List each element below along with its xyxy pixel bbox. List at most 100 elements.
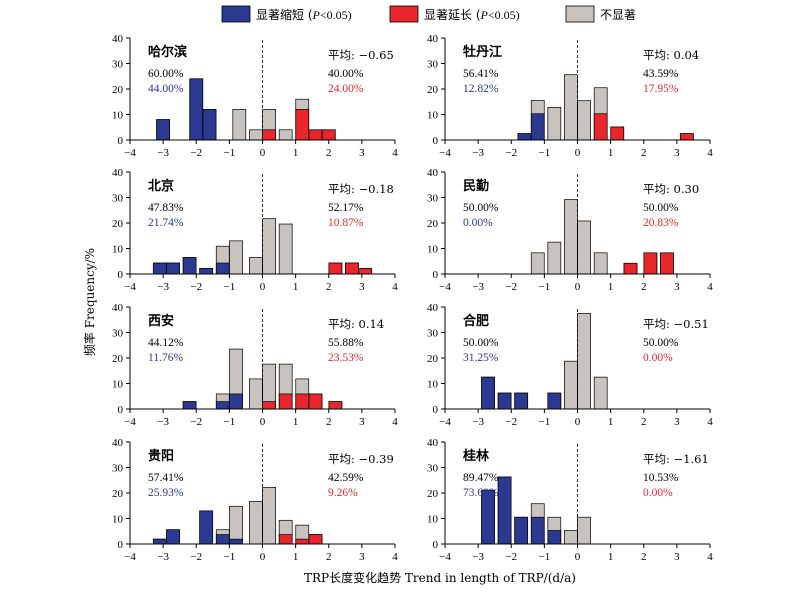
bar-significant-extend bbox=[278, 393, 293, 410]
bar-total bbox=[262, 487, 276, 545]
x-tick-label: 1 bbox=[293, 551, 299, 563]
y-tick-label: 10 bbox=[112, 379, 124, 391]
bar-total bbox=[229, 240, 243, 275]
bar-significant-shorten bbox=[182, 401, 197, 410]
bar-significant-shorten bbox=[530, 113, 545, 141]
bar-significant-extend bbox=[328, 262, 343, 275]
bar-total bbox=[249, 129, 263, 141]
x-tick-label: 4 bbox=[707, 416, 713, 428]
x-tick-label: −4 bbox=[124, 147, 136, 159]
x-tick-label: 4 bbox=[707, 147, 713, 159]
x-tick-label: 0 bbox=[260, 416, 266, 428]
bar-significant-shorten bbox=[215, 262, 230, 275]
y-tick-label: 10 bbox=[112, 514, 124, 526]
x-tick-label: −4 bbox=[124, 551, 136, 563]
x-tick-label: −1 bbox=[539, 551, 551, 563]
bar-significant-extend bbox=[623, 262, 638, 275]
y-tick-label: 10 bbox=[427, 514, 439, 526]
station-name: 牡丹江 bbox=[463, 44, 502, 60]
x-tick-label: 0 bbox=[575, 281, 581, 293]
bar-significant-extend bbox=[295, 538, 310, 545]
bar-significant-shorten bbox=[547, 530, 562, 545]
y-tick-label: 0 bbox=[118, 539, 124, 551]
average-label: 平均: −0.65 bbox=[328, 48, 394, 62]
y-tick-label: 10 bbox=[427, 379, 439, 391]
right-total-percent: 55.88% bbox=[328, 337, 364, 349]
y-tick-label: 40 bbox=[427, 33, 439, 45]
right-total-percent: 10.53% bbox=[643, 472, 679, 484]
bar-total bbox=[564, 199, 578, 275]
bar-significant-shorten bbox=[229, 538, 243, 545]
y-tick-label: 30 bbox=[112, 463, 124, 475]
bar-significant-extend bbox=[262, 401, 276, 410]
x-tick-label: −2 bbox=[190, 147, 202, 159]
x-tick-label: 4 bbox=[392, 281, 398, 293]
y-tick-label: 0 bbox=[433, 135, 439, 147]
x-tick-label: −3 bbox=[157, 551, 169, 563]
y-tick-label: 30 bbox=[427, 463, 439, 475]
x-tick-label: −1 bbox=[539, 147, 551, 159]
y-tick-label: 0 bbox=[118, 135, 124, 147]
x-tick-label: 4 bbox=[392, 147, 398, 159]
x-tick-label: −3 bbox=[472, 281, 484, 293]
x-tick-label: −1 bbox=[224, 551, 236, 563]
bar-significant-shorten bbox=[182, 257, 197, 275]
x-tick-label: 1 bbox=[293, 281, 299, 293]
legend-item-extend: 显著延长 (P<0.05) bbox=[389, 5, 520, 23]
x-tick-label: 0 bbox=[575, 416, 581, 428]
bar-significant-shorten bbox=[199, 510, 214, 545]
bar-total bbox=[278, 223, 293, 275]
x-tick-label: −4 bbox=[439, 551, 451, 563]
bar-total bbox=[577, 516, 591, 545]
panel-3: 0 10 20 30 40 −4 −3 −2 −1 0 1 2 3 4 北京 平均: −0.18 47.83% 2… bbox=[112, 167, 398, 293]
right-total-percent: 50.00% bbox=[643, 337, 679, 349]
station-name: 桂林 bbox=[462, 448, 489, 464]
x-tick-label: 2 bbox=[326, 416, 332, 428]
panel-2: 0 10 20 30 40 −4 −3 −2 −1 0 1 2 3 4 牡丹江 平均: 0.04 56.41% 1… bbox=[427, 33, 713, 159]
bar-total bbox=[262, 218, 276, 275]
left-total-percent: 50.00% bbox=[463, 202, 499, 214]
y-tick-label: 20 bbox=[112, 218, 124, 230]
y-tick-label: 30 bbox=[427, 328, 439, 340]
x-tick-label: 4 bbox=[392, 551, 398, 563]
station-name: 贵阳 bbox=[148, 448, 174, 464]
bar-significant-extend bbox=[308, 129, 323, 141]
x-tick-label: −3 bbox=[157, 416, 169, 428]
x-tick-label: −1 bbox=[224, 281, 236, 293]
bar-significant-shorten bbox=[514, 516, 529, 545]
x-tick-label: 4 bbox=[707, 551, 713, 563]
bar-total bbox=[249, 501, 263, 545]
average-label: 平均: −0.18 bbox=[328, 182, 394, 196]
left-significant-percent: 44.00% bbox=[148, 83, 184, 95]
y-axis-title: 频率 Frequency/% bbox=[82, 248, 97, 356]
bar-significant-extend bbox=[278, 534, 293, 545]
x-tick-label: 3 bbox=[359, 147, 365, 159]
x-tick-label: 1 bbox=[608, 551, 614, 563]
station-name: 西安 bbox=[148, 313, 174, 329]
x-tick-label: −1 bbox=[224, 416, 236, 428]
bar-significant-extend bbox=[610, 126, 625, 141]
y-tick-label: 30 bbox=[112, 59, 124, 71]
x-tick-label: 2 bbox=[641, 551, 647, 563]
y-tick-label: 20 bbox=[427, 84, 439, 96]
x-tick-label: −4 bbox=[124, 281, 136, 293]
x-tick-label: 2 bbox=[326, 551, 332, 563]
y-tick-label: 0 bbox=[433, 269, 439, 281]
left-total-percent: 56.41% bbox=[463, 68, 499, 80]
y-tick-label: 0 bbox=[433, 539, 439, 551]
bar-significant-shorten bbox=[547, 392, 562, 410]
x-tick-label: −4 bbox=[439, 147, 451, 159]
bar-total bbox=[278, 129, 293, 141]
bar-total bbox=[577, 100, 591, 141]
bar-total bbox=[249, 378, 263, 410]
bar-significant-shorten bbox=[152, 262, 167, 275]
bar-significant-extend bbox=[308, 393, 323, 410]
bar-total bbox=[564, 360, 578, 410]
average-label: 平均: 0.04 bbox=[643, 48, 699, 62]
panel-4: 0 10 20 30 40 −4 −3 −2 −1 0 1 2 3 4 民勤 平均: 0.30 50.00% 0.… bbox=[427, 167, 713, 293]
x-tick-label: −2 bbox=[505, 416, 517, 428]
bar-significant-extend bbox=[660, 252, 674, 275]
x-tick-label: 3 bbox=[674, 147, 680, 159]
bar-total bbox=[564, 530, 578, 545]
right-total-percent: 42.59% bbox=[328, 472, 364, 484]
